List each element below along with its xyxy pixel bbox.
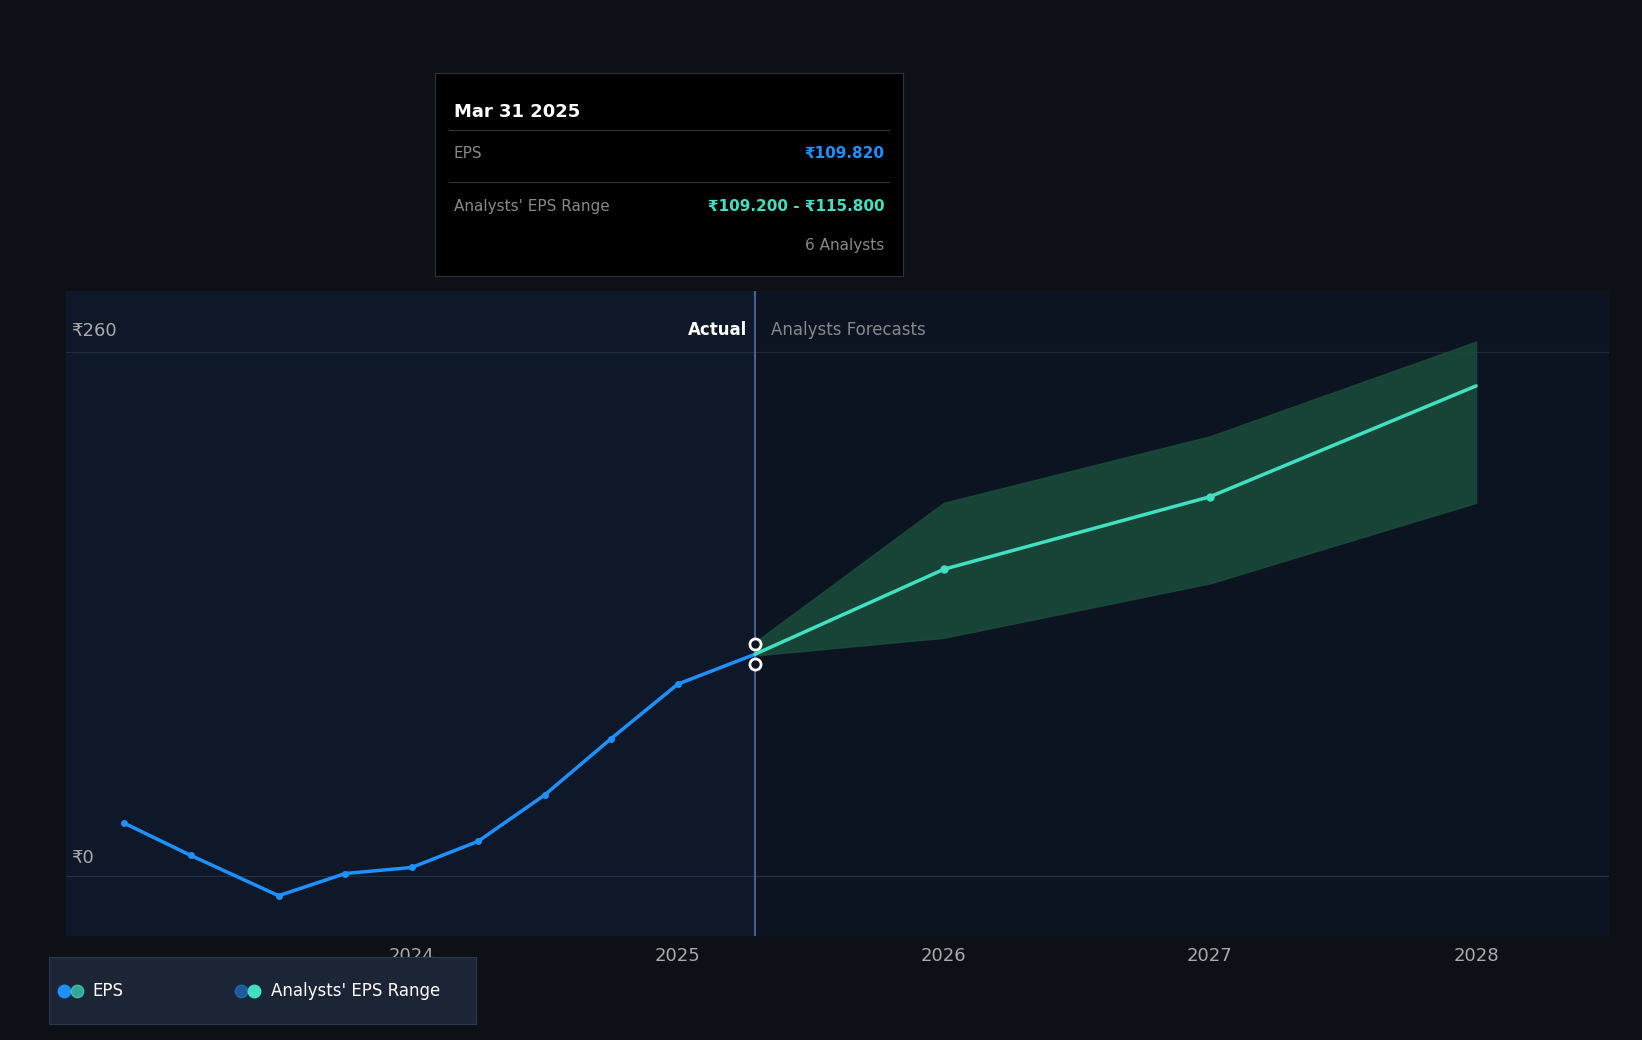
Text: ₹109.200 - ₹115.800: ₹109.200 - ₹115.800 (708, 199, 885, 214)
Text: Analysts' EPS Range: Analysts' EPS Range (453, 199, 609, 214)
Text: Analysts Forecasts: Analysts Forecasts (770, 321, 926, 339)
Text: EPS: EPS (453, 147, 483, 161)
Text: ₹260: ₹260 (71, 321, 117, 339)
Text: 6 Analysts: 6 Analysts (805, 238, 885, 253)
Text: EPS: EPS (92, 982, 123, 999)
Text: Mar 31 2025: Mar 31 2025 (453, 103, 580, 122)
Text: ₹109.820: ₹109.820 (805, 147, 885, 161)
Text: Analysts' EPS Range: Analysts' EPS Range (271, 982, 440, 999)
Bar (66, 291, 755, 936)
Text: ₹0: ₹0 (71, 850, 94, 867)
Text: Actual: Actual (688, 321, 747, 339)
